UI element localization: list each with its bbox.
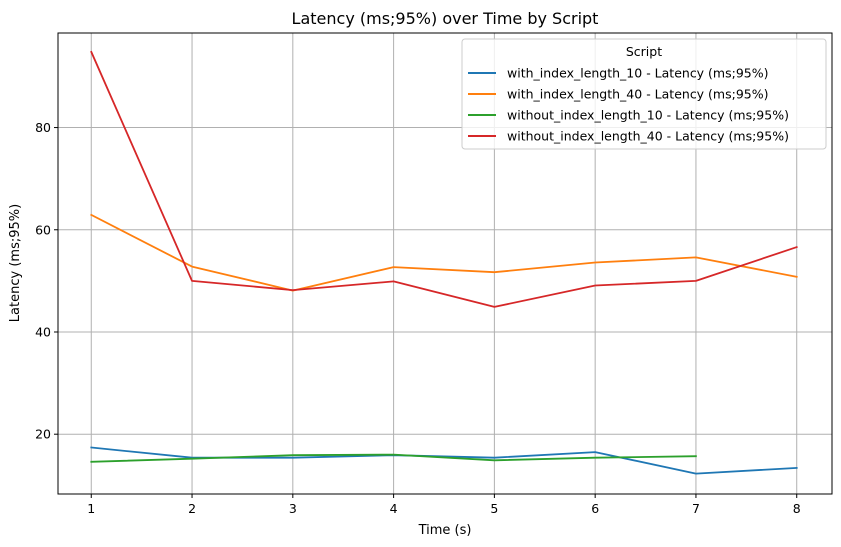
x-tick-label: 6 <box>591 501 599 516</box>
x-tick-label: 7 <box>692 501 700 516</box>
x-tick-label: 2 <box>188 501 196 516</box>
legend: Script with_index_length_10 - Latency (m… <box>461 38 827 150</box>
x-tick-label: 5 <box>490 501 498 516</box>
series-line-1 <box>90 213 798 292</box>
series-line-2 <box>90 453 697 463</box>
legend-label-1: with_index_length_40 - Latency (ms;95%) <box>507 87 769 102</box>
series-line-0 <box>90 446 798 475</box>
x-tick-label: 4 <box>390 501 398 516</box>
x-axis-label: Time (s) <box>418 523 472 538</box>
x-tick-label: 1 <box>87 501 95 516</box>
series-line-3 <box>90 50 798 308</box>
y-tick-label: 80 <box>35 120 51 135</box>
y-tick-label: 20 <box>35 427 51 442</box>
x-tick-label: 3 <box>289 501 297 516</box>
legend-box <box>461 38 827 150</box>
series-lines <box>90 50 798 475</box>
legend-label-2: without_index_length_10 - Latency (ms;95… <box>507 108 789 123</box>
legend-items: with_index_length_10 - Latency (ms;95%) w… <box>468 66 789 144</box>
legend-title: Script <box>626 44 662 59</box>
x-tick-label: 8 <box>793 501 801 516</box>
y-axis-ticks: 20 40 60 80 <box>35 120 58 442</box>
plot-area <box>57 32 833 495</box>
x-axis-ticks: 1 2 3 4 5 6 7 8 <box>87 494 801 516</box>
legend-label-0: with_index_length_10 - Latency (ms;95%) <box>507 66 769 81</box>
y-tick-label: 40 <box>35 324 51 339</box>
chart-title: Latency (ms;95%) over Time by Script <box>292 9 599 28</box>
legend-label-3: without_index_length_40 - Latency (ms;95… <box>507 129 789 144</box>
y-tick-label: 60 <box>35 222 51 237</box>
y-axis-label: Latency (ms;95%) <box>8 204 23 322</box>
